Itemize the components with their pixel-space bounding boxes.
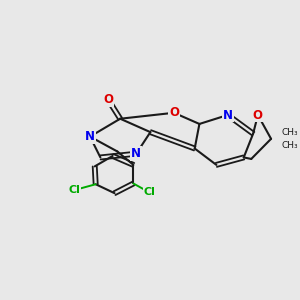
Text: O: O [103,93,113,106]
Text: N: N [223,109,233,122]
Text: O: O [169,106,179,119]
Text: N: N [131,147,141,160]
Text: Cl: Cl [143,188,155,197]
Text: CH₃: CH₃ [281,141,298,150]
Text: CH₃: CH₃ [281,128,298,136]
Text: Cl: Cl [68,185,80,195]
Text: O: O [253,109,263,122]
Text: N: N [85,130,95,143]
